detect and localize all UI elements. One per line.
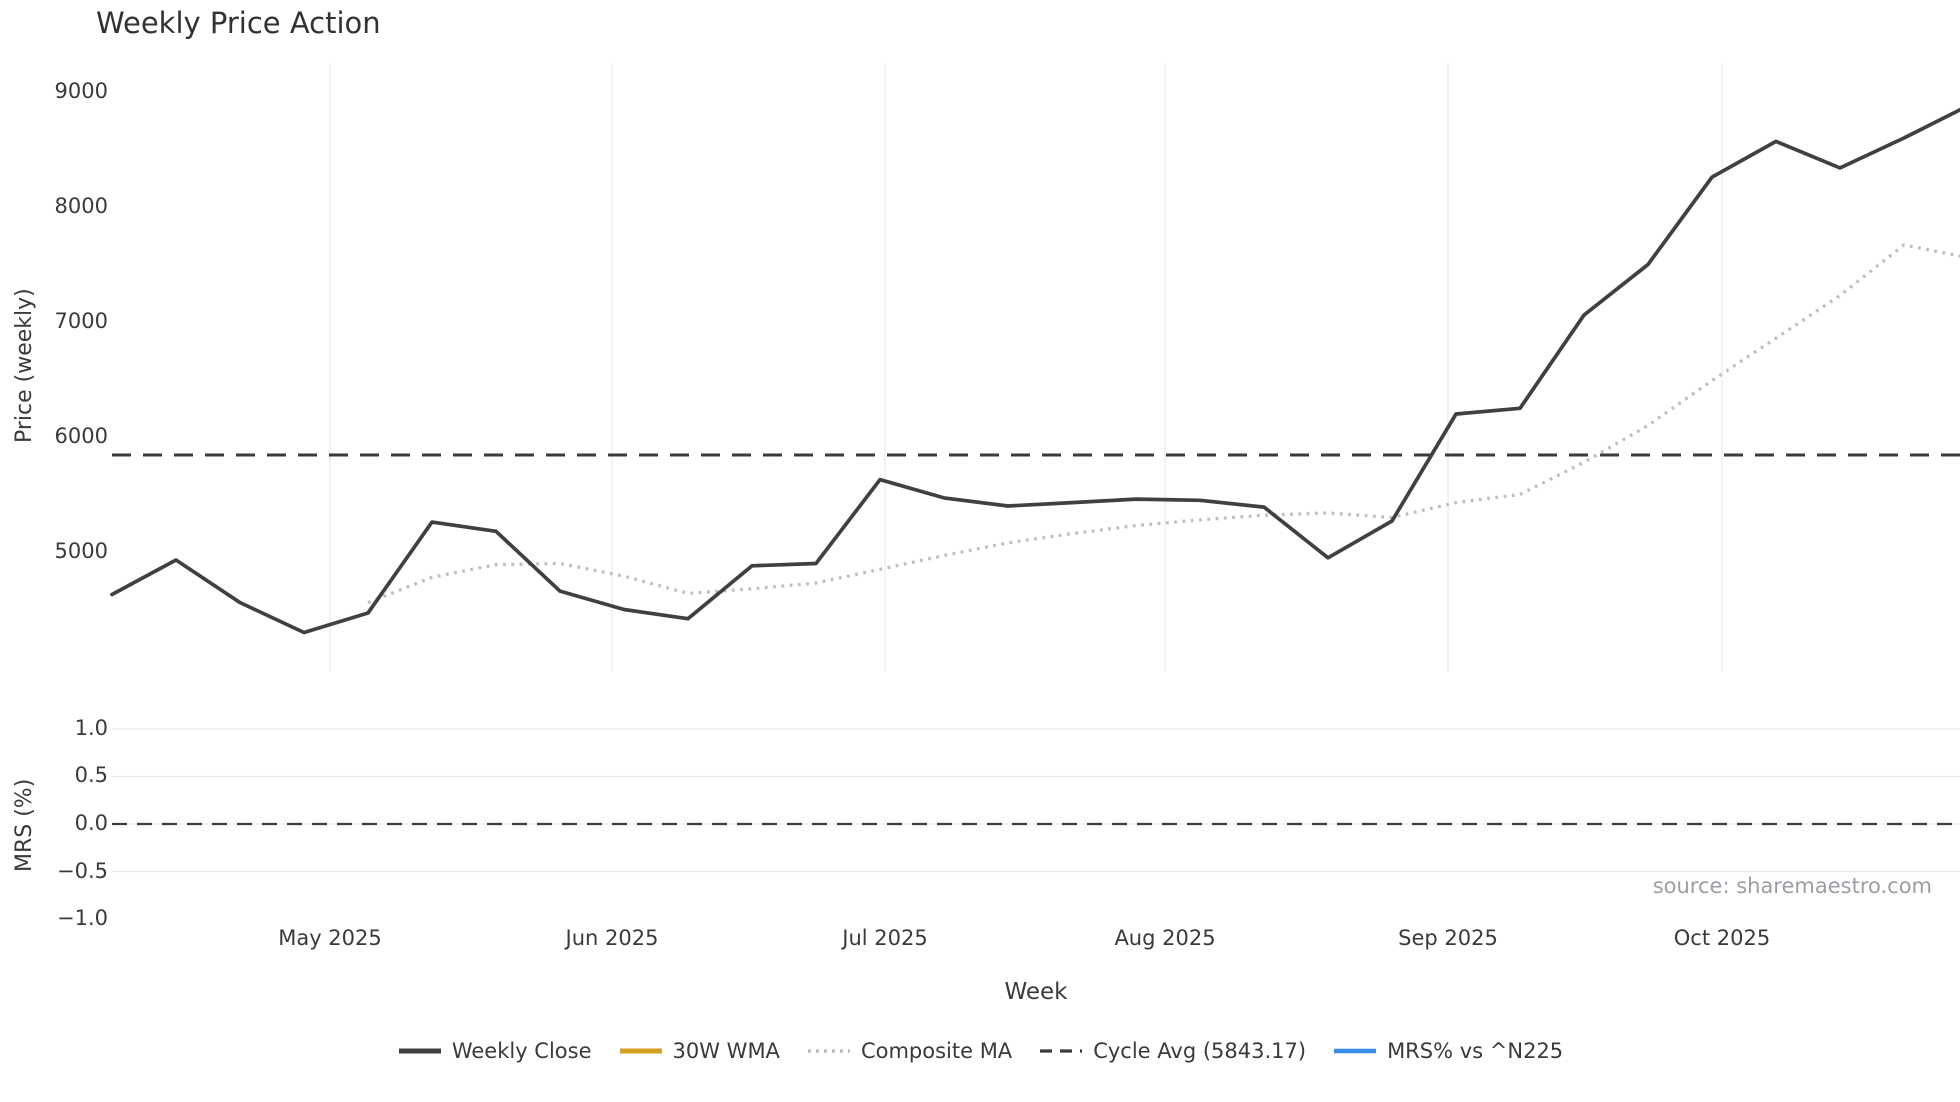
legend: Weekly Close 30W WMA Composite MA Cycle … bbox=[0, 1039, 1960, 1063]
price-axis-label: Price (weekly) bbox=[12, 288, 37, 444]
legend-item-cycle-avg: Cycle Avg (5843.17) bbox=[1038, 1039, 1306, 1063]
mrs-line-icon bbox=[1334, 1048, 1377, 1054]
mrs-tick-m05: −0.5 bbox=[57, 859, 108, 883]
price-tick-5000: 5000 bbox=[54, 539, 108, 563]
x-tick-sep-2025: Sep 2025 bbox=[1398, 926, 1498, 950]
x-tick-may-2025: May 2025 bbox=[278, 926, 382, 950]
mrs-axis-label: MRS (%) bbox=[12, 778, 37, 872]
mrs-tick-m1: −1.0 bbox=[57, 906, 108, 930]
legend-label: 30W WMA bbox=[672, 1039, 780, 1063]
dashed-line-icon bbox=[1040, 1049, 1083, 1053]
legend-item-composite-ma: Composite MA bbox=[806, 1039, 1012, 1063]
legend-label: Weekly Close bbox=[451, 1039, 592, 1063]
legend-label: Cycle Avg (5843.17) bbox=[1093, 1039, 1307, 1063]
dotted-line-icon bbox=[807, 1049, 850, 1053]
x-tick-oct-2025: Oct 2025 bbox=[1673, 926, 1771, 950]
x-tick-aug-2025: Aug 2025 bbox=[1114, 926, 1216, 950]
legend-item-30w-wma: 30W WMA bbox=[618, 1039, 780, 1063]
chart-title: Weekly Price Action bbox=[96, 6, 381, 40]
wma-line-icon bbox=[619, 1048, 662, 1054]
price-tick-8000: 8000 bbox=[54, 194, 108, 218]
x-tick-jun-2025: Jun 2025 bbox=[565, 926, 659, 950]
legend-label: Composite MA bbox=[860, 1039, 1013, 1063]
composite-ma-line bbox=[367, 243, 1960, 605]
weekly-close-line-icon bbox=[398, 1048, 441, 1054]
legend-label: MRS% vs ^N225 bbox=[1387, 1039, 1564, 1063]
legend-item-weekly-close: Weekly Close bbox=[397, 1039, 592, 1063]
source-credit: source: sharemaestro.com bbox=[1652, 874, 1932, 898]
mrs-tick-05: 0.5 bbox=[74, 763, 108, 787]
x-axis-label: Week bbox=[1004, 979, 1068, 1005]
legend-item-mrs: MRS% vs ^N225 bbox=[1332, 1039, 1563, 1063]
price-tick-9000: 9000 bbox=[54, 79, 108, 103]
price-tick-7000: 7000 bbox=[54, 309, 108, 333]
price-tick-6000: 6000 bbox=[54, 424, 108, 448]
x-tick-jul-2025: Jul 2025 bbox=[842, 926, 928, 950]
weekly-close-line bbox=[110, 107, 1960, 635]
mrs-tick-0: 0.0 bbox=[74, 811, 108, 835]
mrs-tick-1: 1.0 bbox=[74, 716, 108, 740]
